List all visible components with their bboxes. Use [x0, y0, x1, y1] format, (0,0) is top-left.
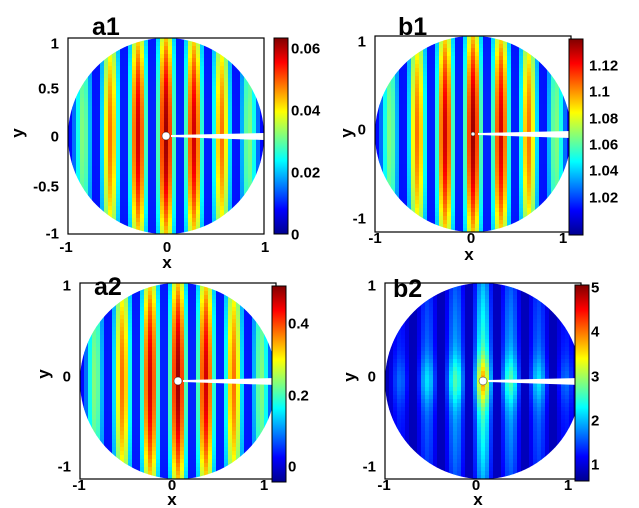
colorbar-tick-labels: 5 4 3 2 1: [591, 280, 600, 474]
colorbar-tick-labels: 0.06 0.04 0.02 0: [291, 41, 321, 244]
colorbar-gradient: [273, 37, 289, 235]
colorbar-tick-label: 0: [288, 459, 296, 476]
colorbar: [273, 37, 289, 235]
colorbar-tick-label: 1.1: [589, 84, 610, 101]
y-tick-label: 0: [51, 129, 59, 146]
colorbar-tick-label: 1.12: [589, 58, 618, 75]
x-tick-label: 1: [564, 477, 572, 494]
y-axis-title: y: [340, 372, 359, 382]
x-tick-label: 0: [168, 477, 176, 494]
y-tick-label: -1: [58, 459, 71, 476]
crack-notch: [488, 378, 581, 385]
crack-tip-marker: [173, 376, 183, 386]
y-tick-labels: 1 0 -1: [353, 34, 366, 228]
colorbar-tick-label: 2: [591, 413, 599, 430]
colorbar-tick-label: 0.06: [291, 41, 320, 58]
y-tick-label: 1: [358, 34, 366, 51]
x-tick-label: 0: [163, 239, 171, 256]
x-axis-title: x: [162, 253, 172, 272]
y-axis-title: y: [34, 369, 53, 379]
colorbar-tick-labels: 1.12 1.1 1.08 1.06 1.04 1.02: [589, 58, 619, 207]
colorbar-gradient: [568, 38, 584, 236]
x-tick-labels: -1 0 1: [72, 477, 268, 494]
x-tick-labels: -1 0 1: [377, 477, 572, 494]
heatmap-plot: [374, 35, 572, 233]
y-tick-label: 1: [63, 278, 71, 295]
colorbar-tick-label: 0.02: [291, 165, 320, 182]
x-tick-label: -1: [377, 477, 390, 494]
y-tick-label: -1: [363, 459, 376, 476]
y-axis-title: y: [337, 128, 356, 138]
colorbar-gradient: [271, 285, 287, 483]
colorbar: [574, 284, 590, 482]
colorbar-tick-label: 1.06: [589, 137, 618, 154]
x-tick-label: 0: [472, 477, 480, 494]
x-tick-label: 0: [467, 230, 475, 247]
y-tick-labels: 1 0.5 0 -0.5 -1: [33, 36, 59, 243]
colorbar-tick-label: 0.2: [288, 388, 309, 405]
y-tick-label: 0.5: [38, 81, 59, 98]
x-tick-labels: -1 0 1: [59, 239, 269, 256]
colorbar-tick-label: 1.08: [589, 111, 618, 128]
x-axis-title: x: [464, 245, 474, 264]
y-tick-label: -1: [353, 211, 366, 228]
y-tick-label: 0: [63, 369, 71, 386]
plot-frame: [67, 37, 265, 235]
y-tick-label: 0: [358, 122, 366, 139]
panel-label: a2: [94, 273, 122, 301]
colorbar-tick-label: 3: [591, 369, 599, 386]
crack-tip-marker: [478, 376, 488, 386]
x-tick-label: -1: [72, 477, 85, 494]
panel-label: a1: [92, 13, 120, 41]
x-tick-label: -1: [59, 239, 72, 256]
crack-notch: [171, 133, 264, 140]
heatmap-plot: [384, 282, 582, 480]
colorbar: [271, 285, 287, 483]
colorbar-tick-label: 1: [591, 457, 599, 474]
intensity-field: [375, 36, 571, 232]
panel-b2: b2 y 1 0 -1 -1 0 1 x 5 4 3 2 1: [340, 275, 600, 508]
y-tick-label: -1: [46, 226, 59, 243]
crack-notch: [183, 378, 276, 385]
x-tick-labels: -1 0 1: [368, 230, 567, 247]
colorbar-tick-label: 1.04: [589, 163, 619, 180]
panel-label: b1: [398, 13, 427, 41]
heatmap-plot: [67, 37, 265, 235]
x-tick-label: 1: [260, 477, 268, 494]
crack-tip-marker: [470, 131, 476, 137]
colorbar-tick-label: 0.04: [291, 103, 321, 120]
heatmap-plot: [79, 282, 277, 480]
x-axis-title: x: [473, 490, 483, 508]
colorbar-tick-label: 1.02: [589, 190, 618, 207]
colorbar: [568, 38, 584, 236]
colorbar-tick-labels: 0.4 0.2 0: [288, 316, 310, 476]
colorbar-tick-label: 0: [291, 227, 299, 244]
y-tick-label: 1: [51, 36, 59, 53]
colorbar-gradient: [574, 284, 590, 482]
crack-notch: [478, 131, 571, 138]
x-axis-title: x: [167, 490, 177, 508]
y-tick-label: 0: [368, 369, 376, 386]
panel-label: b2: [393, 275, 422, 303]
y-tick-label: -0.5: [33, 179, 59, 196]
x-tick-label: 1: [559, 230, 567, 247]
x-tick-label: -1: [368, 230, 381, 247]
colorbar-tick-label: 5: [591, 280, 599, 297]
crack-tip-marker: [161, 131, 171, 141]
colorbar-tick-label: 4: [591, 324, 600, 341]
y-axis-title: y: [8, 128, 27, 138]
y-tick-labels: 1 0 -1: [58, 278, 71, 476]
y-tick-labels: 1 0 -1: [363, 278, 376, 476]
panel-a2: a2 y 1 0 -1 -1 0 1 x 0.4 0.2 0: [34, 273, 310, 508]
colorbar-tick-label: 0.4: [288, 316, 310, 333]
panel-b1: b1 y 1 0 -1 -1 0 1 x 1.12 1.1 1.08 1.06 …: [337, 13, 619, 264]
x-tick-label: 1: [261, 239, 269, 256]
y-tick-label: 1: [368, 278, 376, 295]
panel-a1: a1 y 1 0.5 0 -0.5 -1 -1 0 1 x 0.06 0.04 …: [8, 13, 321, 272]
